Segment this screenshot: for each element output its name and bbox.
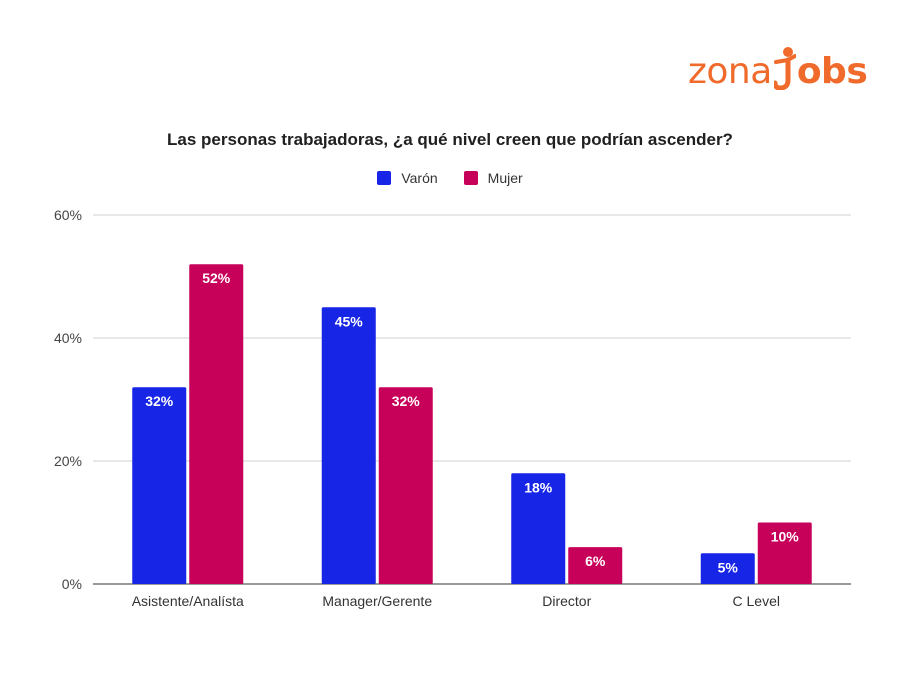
logo-jobs: obs	[773, 46, 868, 92]
bar-mujer	[378, 387, 433, 584]
data-label: 6%	[585, 553, 606, 569]
chart-legend: Varón Mujer	[0, 170, 900, 186]
y-tick-label: 40%	[54, 330, 82, 346]
data-label: 45%	[335, 313, 364, 329]
legend-label-mujer: Mujer	[487, 170, 523, 186]
chart-title: Las personas trabajadoras, ¿a qué nivel …	[167, 130, 733, 149]
data-label: 5%	[718, 559, 739, 575]
legend-label-varon: Varón	[401, 170, 438, 186]
legend-item-varon: Varón	[377, 170, 438, 186]
bar-mujer	[757, 522, 812, 584]
person-j-icon	[773, 47, 796, 90]
legend-item-mujer: Mujer	[463, 170, 523, 186]
y-tick-label: 20%	[54, 453, 82, 469]
bar-mujer	[568, 547, 623, 584]
bar-varon	[132, 387, 187, 584]
y-tick-label: 0%	[62, 576, 82, 592]
zonajobs-logo: zona obs	[688, 30, 868, 92]
legend-swatch-varon	[377, 171, 392, 185]
bar-mujer	[189, 264, 244, 584]
data-label: 32%	[392, 393, 421, 409]
x-tick-label: Director	[542, 593, 591, 609]
data-label: 10%	[771, 529, 800, 545]
x-tick-label: Manager/Gerente	[322, 593, 432, 609]
data-label: 18%	[524, 479, 553, 495]
data-label: 32%	[145, 393, 174, 409]
x-tick-label: Asistente/Analísta	[132, 593, 244, 609]
legend-swatch-mujer	[463, 171, 478, 185]
logo-text-obs: obs	[796, 51, 868, 92]
bar-varon	[511, 473, 566, 584]
bar-varon	[321, 307, 376, 584]
data-label: 52%	[202, 270, 231, 286]
logo-text-zona: zona	[688, 51, 772, 92]
x-tick-label: C Level	[733, 593, 780, 609]
y-tick-label: 60%	[54, 207, 82, 223]
bar-varon	[700, 553, 755, 584]
